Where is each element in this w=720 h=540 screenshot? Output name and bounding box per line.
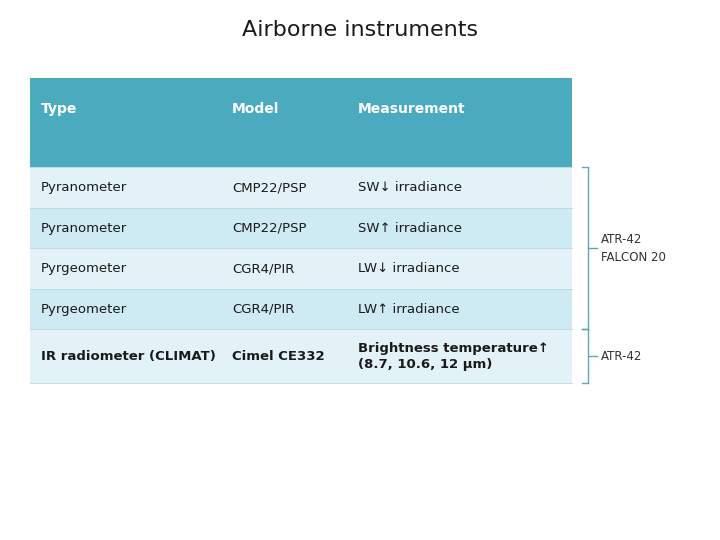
Text: Brightness temperature↑
(8.7, 10.6, 12 μm): Brightness temperature↑ (8.7, 10.6, 12 μ…	[358, 342, 549, 371]
Text: IR radiometer (CLIMAT): IR radiometer (CLIMAT)	[41, 350, 216, 363]
Text: CGR4/PIR: CGR4/PIR	[232, 262, 294, 275]
Text: Measurement: Measurement	[358, 103, 465, 117]
Text: Pyranometer: Pyranometer	[41, 221, 127, 235]
Text: Pyranometer: Pyranometer	[41, 181, 127, 194]
Text: ATR-42: ATR-42	[601, 350, 642, 363]
Text: CMP22/PSP: CMP22/PSP	[232, 181, 306, 194]
FancyBboxPatch shape	[30, 167, 572, 208]
FancyBboxPatch shape	[30, 329, 572, 383]
Text: LW↑ irradiance: LW↑ irradiance	[358, 302, 459, 316]
Text: Pyrgeometer: Pyrgeometer	[41, 262, 127, 275]
Text: CGR4/PIR: CGR4/PIR	[232, 302, 294, 316]
Text: LW↓ irradiance: LW↓ irradiance	[358, 262, 459, 275]
Text: Cimel CE332: Cimel CE332	[232, 350, 325, 363]
Text: Type: Type	[41, 103, 78, 117]
FancyBboxPatch shape	[30, 78, 572, 167]
Text: SW↓ irradiance: SW↓ irradiance	[358, 181, 462, 194]
Text: Model: Model	[232, 103, 279, 117]
Text: Airborne instruments: Airborne instruments	[242, 19, 478, 40]
Text: SW↑ irradiance: SW↑ irradiance	[358, 221, 462, 235]
FancyBboxPatch shape	[30, 248, 572, 289]
Text: ATR-42
FALCON 20: ATR-42 FALCON 20	[601, 233, 666, 264]
Text: Pyrgeometer: Pyrgeometer	[41, 302, 127, 316]
FancyBboxPatch shape	[30, 289, 572, 329]
FancyBboxPatch shape	[30, 208, 572, 248]
Text: CMP22/PSP: CMP22/PSP	[232, 221, 306, 235]
